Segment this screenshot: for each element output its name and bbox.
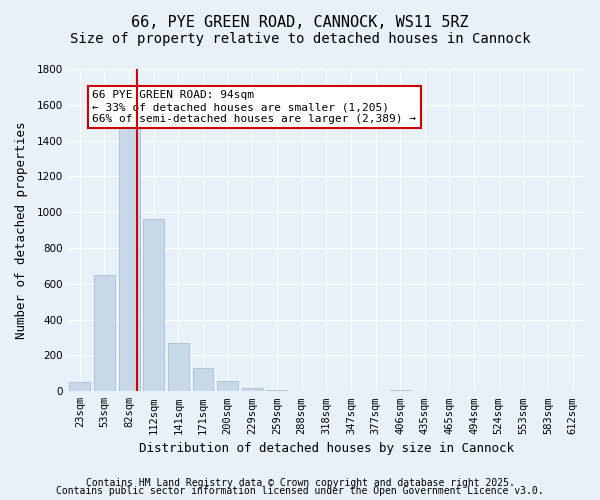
Bar	[193, 368, 214, 392]
Text: Size of property relative to detached houses in Cannock: Size of property relative to detached ho…	[70, 32, 530, 46]
Bar	[119, 122, 140, 392]
Y-axis label: Number of detached properties: Number of detached properties	[15, 122, 28, 339]
Bar	[168, 343, 189, 392]
Text: 66, PYE GREEN ROAD, CANNOCK, WS11 5RZ: 66, PYE GREEN ROAD, CANNOCK, WS11 5RZ	[131, 15, 469, 30]
Text: Contains public sector information licensed under the Open Government Licence v3: Contains public sector information licen…	[56, 486, 544, 496]
Bar	[389, 390, 410, 392]
Text: 66 PYE GREEN ROAD: 94sqm
← 33% of detached houses are smaller (1,205)
66% of sem: 66 PYE GREEN ROAD: 94sqm ← 33% of detach…	[92, 90, 416, 124]
Bar	[143, 220, 164, 392]
Bar	[69, 382, 90, 392]
Bar	[94, 275, 115, 392]
Bar	[266, 390, 287, 392]
Bar	[217, 380, 238, 392]
X-axis label: Distribution of detached houses by size in Cannock: Distribution of detached houses by size …	[139, 442, 514, 455]
Text: Contains HM Land Registry data © Crown copyright and database right 2025.: Contains HM Land Registry data © Crown c…	[86, 478, 514, 488]
Bar	[242, 388, 263, 392]
